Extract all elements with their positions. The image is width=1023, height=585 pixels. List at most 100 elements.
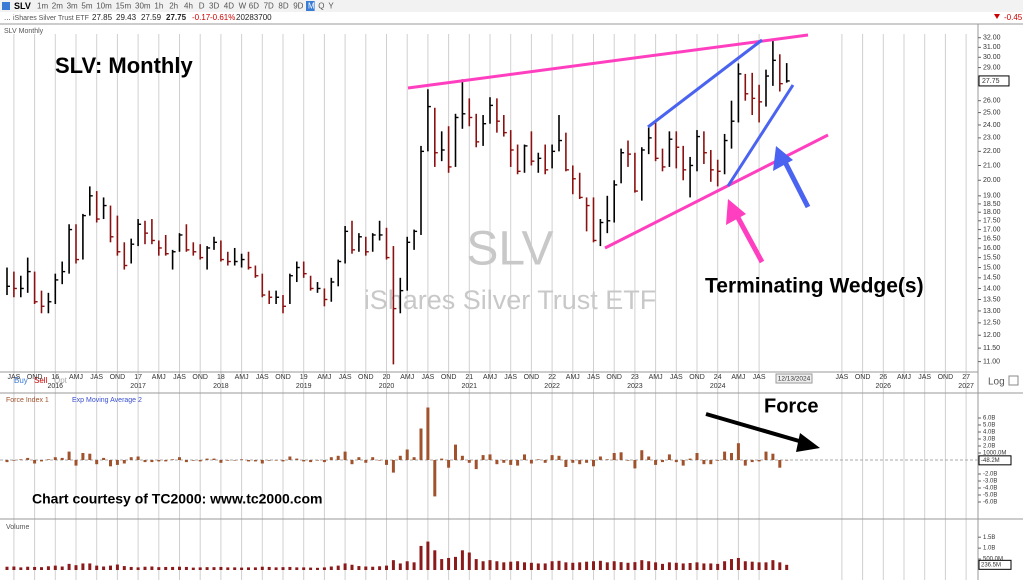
bar xyxy=(536,459,540,460)
bar xyxy=(350,564,354,570)
bar xyxy=(350,460,354,465)
bar xyxy=(115,460,119,465)
x-year-label: 2020 xyxy=(379,383,395,390)
change-pct: -0.61% xyxy=(210,13,235,22)
timeframe-button[interactable]: 4h xyxy=(184,2,193,11)
bar xyxy=(60,457,64,460)
x-tick-label: 18 xyxy=(217,374,225,381)
settings-icon[interactable] xyxy=(1008,375,1019,386)
bar xyxy=(212,458,216,460)
bar xyxy=(785,564,789,570)
bar xyxy=(647,456,651,460)
bar xyxy=(619,562,623,570)
bar xyxy=(778,562,782,570)
buy-button[interactable]: Buy xyxy=(14,376,28,385)
symbol[interactable]: SLV xyxy=(14,1,31,11)
arrow-head xyxy=(726,199,746,225)
pane-label: SLV Monthly xyxy=(4,28,44,35)
bar xyxy=(226,460,230,461)
wedge-line xyxy=(407,33,809,90)
timeframe-button[interactable]: D xyxy=(199,2,205,11)
last-price-label: 27.75 xyxy=(982,78,1000,85)
bar xyxy=(529,460,533,464)
bar xyxy=(674,460,678,463)
x-year-label: 2026 xyxy=(876,383,892,390)
bar xyxy=(88,563,92,570)
bar xyxy=(40,460,43,462)
toolbar xyxy=(0,0,1023,12)
timeframe-button[interactable]: 1h xyxy=(154,2,163,11)
bar xyxy=(171,566,175,570)
bar xyxy=(557,455,561,460)
x-tick-label: OND xyxy=(855,374,871,381)
timeframe-button[interactable]: 3m xyxy=(67,2,78,11)
y-tick-label: 16.00 xyxy=(983,245,1001,252)
timeframe-button[interactable]: 8D xyxy=(278,2,288,11)
x-tick-label: JAS xyxy=(670,374,683,381)
right-change: -0.45 xyxy=(1004,13,1023,22)
y-tick-label: 11.00 xyxy=(983,358,1000,365)
timeframe-button[interactable]: 30m xyxy=(135,2,151,11)
y-tick-label: 25.00 xyxy=(983,109,1001,116)
y-tick-label: 16.50 xyxy=(983,235,1001,242)
scale-toggle[interactable]: Log xyxy=(988,377,1005,388)
x-tick-label: OND xyxy=(938,374,954,381)
bar xyxy=(688,458,692,460)
bar xyxy=(219,460,223,463)
bar xyxy=(102,566,106,570)
bar xyxy=(688,563,692,570)
x-tick-label: 17 xyxy=(134,374,142,381)
bar xyxy=(26,457,30,460)
bar xyxy=(709,563,713,570)
y-tick-label: 14.00 xyxy=(983,285,1001,292)
bar xyxy=(509,561,513,570)
y-tick-label: 14.50 xyxy=(983,275,1001,282)
bar xyxy=(364,460,368,463)
bar xyxy=(253,460,257,462)
bar xyxy=(157,567,161,570)
bar xyxy=(460,455,464,460)
timeframe-button[interactable]: 1m xyxy=(37,2,48,11)
x-tick-label: JAS xyxy=(7,374,20,381)
timeframe-button[interactable]: 2m xyxy=(52,2,63,11)
opt-button[interactable]: Opt xyxy=(54,376,68,385)
sell-button[interactable]: Sell xyxy=(34,376,48,385)
y-tick-label: 3.0B xyxy=(983,437,995,443)
bar xyxy=(267,566,271,570)
bar xyxy=(481,561,485,570)
bar xyxy=(274,460,278,461)
close: 27.75 xyxy=(166,13,187,22)
timeframe-button[interactable]: 4D xyxy=(224,2,234,11)
timeframe-button[interactable]: 7D xyxy=(264,2,274,11)
bar xyxy=(585,460,589,463)
timeframe-button[interactable]: 5m xyxy=(81,2,92,11)
bar xyxy=(557,560,561,570)
x-tick-label: OND xyxy=(689,374,705,381)
timeframe-button[interactable]: Q xyxy=(318,2,324,11)
bar xyxy=(274,567,278,570)
timeframe-button[interactable]: 10m xyxy=(96,2,112,11)
timeframe-button[interactable]: 15m xyxy=(116,2,132,11)
bar xyxy=(129,566,133,570)
low: 27.59 xyxy=(141,13,162,22)
bar xyxy=(723,561,727,570)
bar xyxy=(736,557,740,570)
timeframe-button[interactable]: 9D xyxy=(293,2,303,11)
bar xyxy=(440,559,444,570)
x-tick-label: OND xyxy=(524,374,540,381)
bar xyxy=(260,460,264,464)
last-value-box xyxy=(978,559,1012,570)
timeframe-button[interactable]: Y xyxy=(328,2,334,11)
y-tick-label: 1.5B xyxy=(983,535,995,541)
bar xyxy=(295,458,299,460)
x-tick-label: AMJ xyxy=(897,374,911,381)
timeframe-button[interactable]: 3D xyxy=(209,2,219,11)
timeframe-button[interactable]: 2h xyxy=(169,2,178,11)
menu-dots: ... xyxy=(4,13,11,22)
x-tick-label: AMJ xyxy=(69,374,83,381)
timeframe-button[interactable]: 6D xyxy=(249,2,259,11)
bar xyxy=(661,460,664,463)
timeframe-button[interactable]: W xyxy=(239,2,247,11)
timeframe-button[interactable]: M xyxy=(308,2,315,11)
bar xyxy=(385,565,388,570)
